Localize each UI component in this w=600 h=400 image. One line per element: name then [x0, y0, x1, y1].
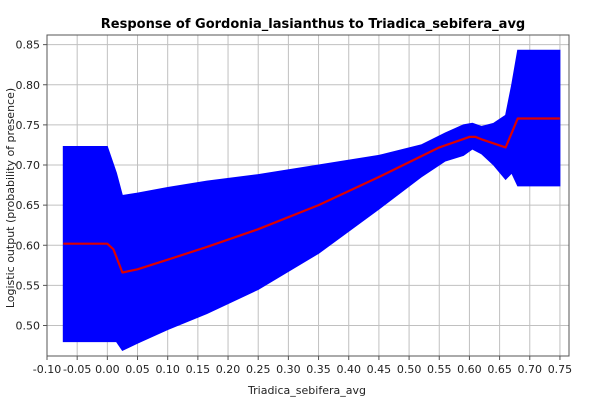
x-tick-label: 0.75: [548, 363, 573, 376]
y-tick-label: 0.65: [16, 199, 41, 212]
plot-frame: [46, 34, 570, 357]
x-tick-label: 0.50: [397, 363, 422, 376]
mean-response-line: [63, 117, 560, 274]
x-tick-label: 0.60: [457, 363, 482, 376]
x-tick-label: 0.20: [216, 363, 241, 376]
confidence-band: [62, 49, 561, 352]
y-axis-label: Logistic output (probability of presence…: [4, 88, 17, 308]
y-tick-label: 0.80: [16, 79, 41, 92]
x-tick-label: 0.65: [487, 363, 512, 376]
x-tick-label: 0.40: [336, 363, 361, 376]
y-tick-label: 0.60: [16, 239, 41, 252]
x-tick-label: 0.25: [246, 363, 271, 376]
x-tick-label: 0.55: [427, 363, 452, 376]
x-tick-label: -0.05: [63, 363, 91, 376]
y-ticks: 0.50 0.55 0.60 0.65 0.70 0.75 0.80 0.85: [16, 39, 47, 333]
axes: [46, 34, 570, 357]
x-tick-label: 0.15: [186, 363, 211, 376]
x-tick-label: 0.35: [306, 363, 331, 376]
chart-title: Response of Gordonia_lasianthus to Triad…: [101, 17, 525, 32]
x-tick-label: -0.10: [33, 363, 61, 376]
x-tick-label: 0.00: [95, 363, 120, 376]
mean-line-layer: [63, 117, 560, 274]
x-tick-label: 0.45: [367, 363, 392, 376]
y-tick-label: 0.55: [16, 279, 41, 292]
grid: [46, 35, 569, 356]
x-tick-label: 0.05: [125, 363, 150, 376]
x-tick-label: 0.10: [155, 363, 180, 376]
x-tick-label: 0.70: [518, 363, 543, 376]
x-axis-label: Triadica_sebifera_avg: [247, 384, 366, 397]
x-tick-label: 0.30: [276, 363, 301, 376]
y-tick-label: 0.50: [16, 320, 41, 333]
y-tick-label: 0.85: [16, 39, 41, 52]
y-tick-label: 0.75: [16, 119, 41, 132]
x-ticks: -0.10 -0.05 0.00 0.05 0.10 0.15 0.20 0.25 0.30 0.…: [33, 356, 572, 376]
confidence-band-layer: [62, 49, 561, 352]
y-tick-label: 0.70: [16, 159, 41, 172]
